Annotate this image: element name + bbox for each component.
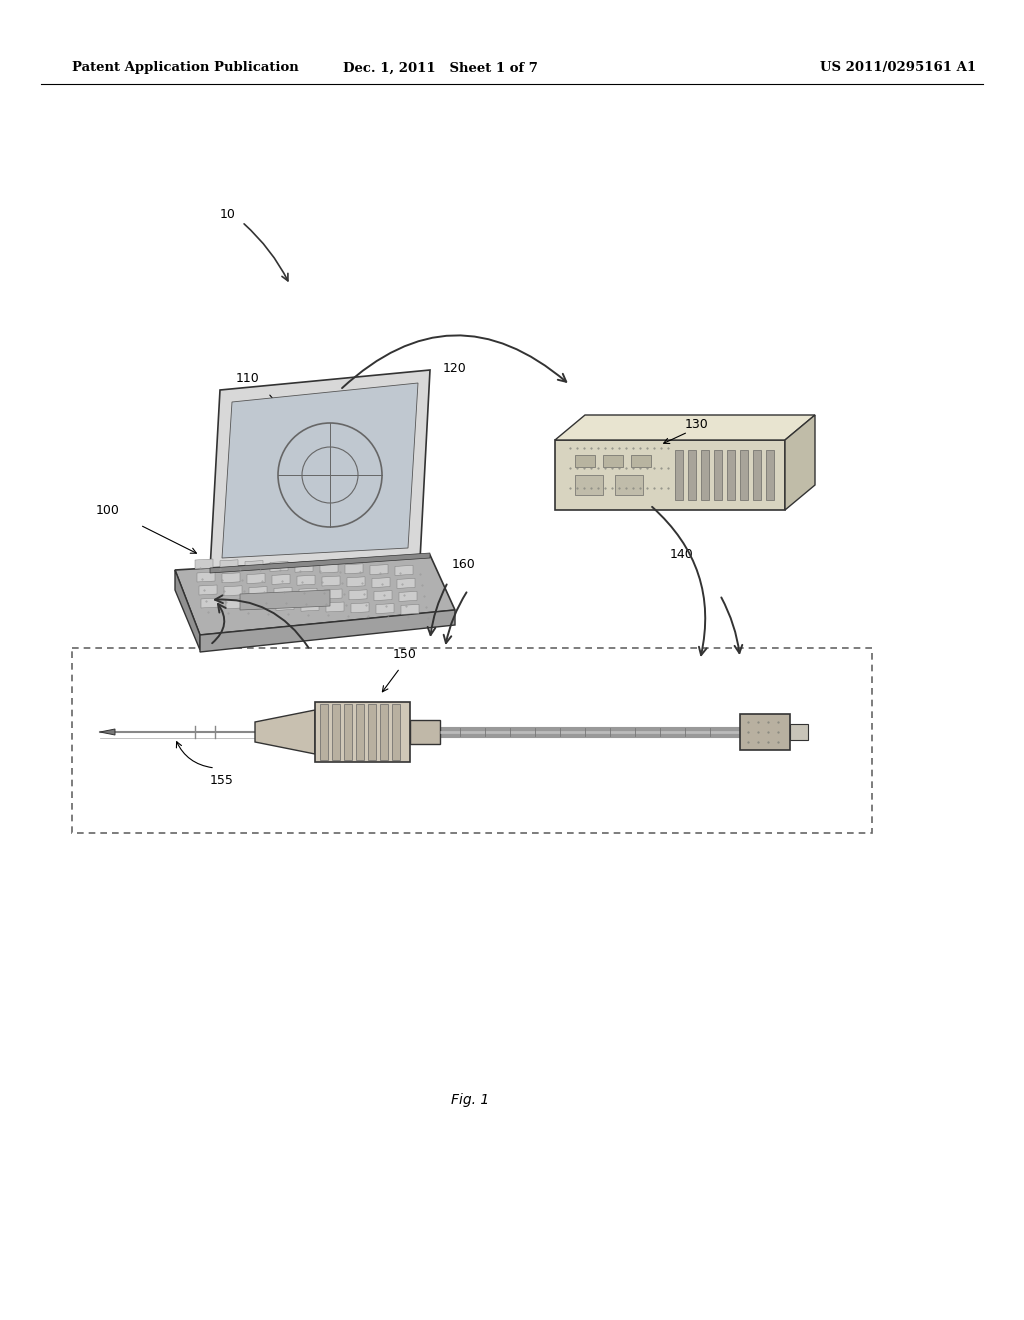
Polygon shape [785, 414, 815, 510]
Polygon shape [347, 577, 365, 587]
Bar [675, 450, 683, 500]
Polygon shape [199, 585, 217, 595]
Polygon shape [555, 414, 815, 440]
Bar [701, 450, 709, 500]
FancyArrowPatch shape [215, 595, 308, 648]
Bar [740, 450, 748, 500]
Bar [368, 704, 376, 760]
Polygon shape [222, 383, 418, 558]
Polygon shape [247, 574, 265, 583]
Polygon shape [322, 576, 340, 586]
Bar [392, 704, 400, 760]
Text: 140: 140 [670, 549, 693, 561]
Text: 120: 120 [443, 362, 467, 375]
Polygon shape [201, 598, 219, 609]
Polygon shape [299, 589, 317, 598]
Text: 100: 100 [96, 503, 120, 516]
Bar [72, 648, 872, 833]
Polygon shape [297, 576, 315, 585]
Text: US 2011/0295161 A1: US 2011/0295161 A1 [820, 62, 976, 74]
Polygon shape [301, 601, 319, 611]
Polygon shape [345, 564, 362, 574]
Text: 160: 160 [452, 558, 476, 572]
Bar [555, 440, 785, 510]
Text: Fig. 1: Fig. 1 [451, 1093, 489, 1107]
Bar [575, 475, 603, 495]
Bar [410, 719, 440, 744]
Polygon shape [370, 565, 388, 574]
Polygon shape [224, 586, 242, 595]
Polygon shape [249, 586, 267, 597]
FancyArrowPatch shape [652, 507, 707, 655]
Polygon shape [295, 562, 313, 572]
Polygon shape [210, 553, 430, 573]
Polygon shape [397, 578, 415, 589]
Polygon shape [319, 564, 338, 573]
Bar [753, 450, 761, 500]
Polygon shape [276, 601, 294, 610]
Bar [356, 704, 364, 760]
Bar [332, 704, 340, 760]
Bar [688, 450, 696, 500]
FancyArrowPatch shape [428, 585, 446, 635]
Bar [380, 704, 388, 760]
Polygon shape [255, 710, 315, 754]
Polygon shape [374, 590, 392, 601]
Polygon shape [200, 610, 455, 652]
Bar [790, 723, 808, 741]
Polygon shape [274, 587, 292, 598]
Polygon shape [222, 573, 240, 583]
Text: Patent Application Publication: Patent Application Publication [72, 62, 299, 74]
Polygon shape [270, 561, 288, 572]
FancyArrowPatch shape [443, 593, 467, 643]
Polygon shape [395, 565, 413, 576]
Polygon shape [349, 590, 367, 599]
Text: Dec. 1, 2011   Sheet 1 of 7: Dec. 1, 2011 Sheet 1 of 7 [343, 62, 538, 74]
Bar [344, 704, 352, 760]
Polygon shape [100, 729, 115, 735]
Polygon shape [240, 590, 330, 610]
Polygon shape [372, 578, 390, 587]
Polygon shape [251, 599, 269, 610]
Text: 110: 110 [237, 371, 260, 384]
Polygon shape [399, 591, 417, 602]
Polygon shape [401, 605, 419, 614]
Polygon shape [197, 572, 215, 582]
Bar [740, 714, 790, 750]
Bar [575, 455, 595, 467]
Text: 10: 10 [220, 209, 236, 222]
Polygon shape [351, 603, 369, 612]
Bar [714, 450, 722, 500]
FancyArrowPatch shape [342, 335, 566, 388]
Polygon shape [220, 560, 238, 570]
Polygon shape [272, 574, 290, 585]
Polygon shape [245, 561, 263, 570]
Text: 150: 150 [393, 648, 417, 661]
Polygon shape [324, 589, 342, 599]
FancyArrowPatch shape [212, 605, 225, 643]
Bar [603, 455, 623, 467]
Polygon shape [175, 570, 200, 649]
Bar [315, 702, 410, 762]
Text: 155: 155 [210, 774, 233, 787]
FancyArrowPatch shape [244, 224, 288, 281]
Polygon shape [175, 554, 455, 635]
Bar [631, 455, 651, 467]
Bar [727, 450, 735, 500]
Bar [319, 704, 328, 760]
Bar [615, 475, 643, 495]
Bar [766, 450, 774, 500]
Polygon shape [376, 603, 394, 614]
Text: 130: 130 [685, 418, 709, 432]
Polygon shape [226, 599, 244, 609]
FancyArrowPatch shape [721, 598, 742, 653]
Polygon shape [210, 370, 430, 570]
Polygon shape [195, 558, 213, 569]
Polygon shape [326, 602, 344, 612]
